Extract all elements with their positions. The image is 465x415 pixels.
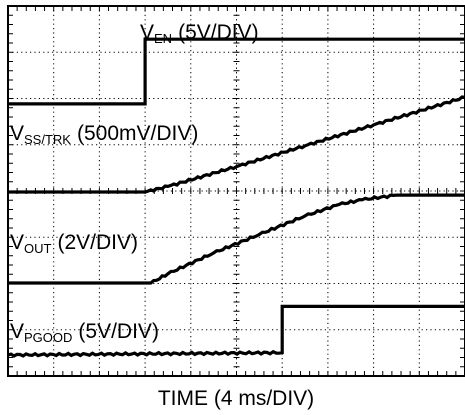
trace-label-symbol: V	[140, 21, 154, 44]
trace-line	[8, 193, 465, 285]
trace-label: VPGOOD (5V/DIV)	[10, 320, 159, 345]
trace-label-symbol: V	[10, 122, 24, 145]
trace-label: VEN (5V/DIV)	[140, 21, 259, 46]
trace-line	[8, 95, 465, 194]
trace-label: VSS/TRK (500mV/DIV)	[10, 122, 198, 147]
trace-line	[8, 37, 465, 106]
trace-label-symbol: V	[10, 320, 24, 343]
trace-labels: VEN (5V/DIV)VSS/TRK (500mV/DIV)VOUT (2V/DIV…	[10, 21, 259, 345]
trace-label-scale: (2V/DIV)	[57, 231, 138, 254]
trace-label-scale: (500mV/DIV)	[77, 122, 198, 145]
plot-frame	[7, 5, 465, 377]
trace-label-symbol: V	[10, 231, 24, 254]
trace-label-subscript: SS/TRK	[24, 132, 71, 147]
trace-label-subscript: OUT	[24, 241, 52, 256]
trace-label-scale: (5V/DIV)	[78, 320, 159, 343]
x-axis-label: TIME (4 ms/DIV)	[158, 387, 314, 410]
trace-label: VOUT (2V/DIV)	[10, 231, 138, 256]
trace-line	[7, 304, 465, 358]
trace-label-scale: (5V/DIV)	[178, 21, 259, 44]
trace-label-subscript: PGOOD	[24, 330, 72, 345]
chart-traces	[7, 37, 465, 358]
trace-label-subscript: EN	[154, 31, 172, 46]
